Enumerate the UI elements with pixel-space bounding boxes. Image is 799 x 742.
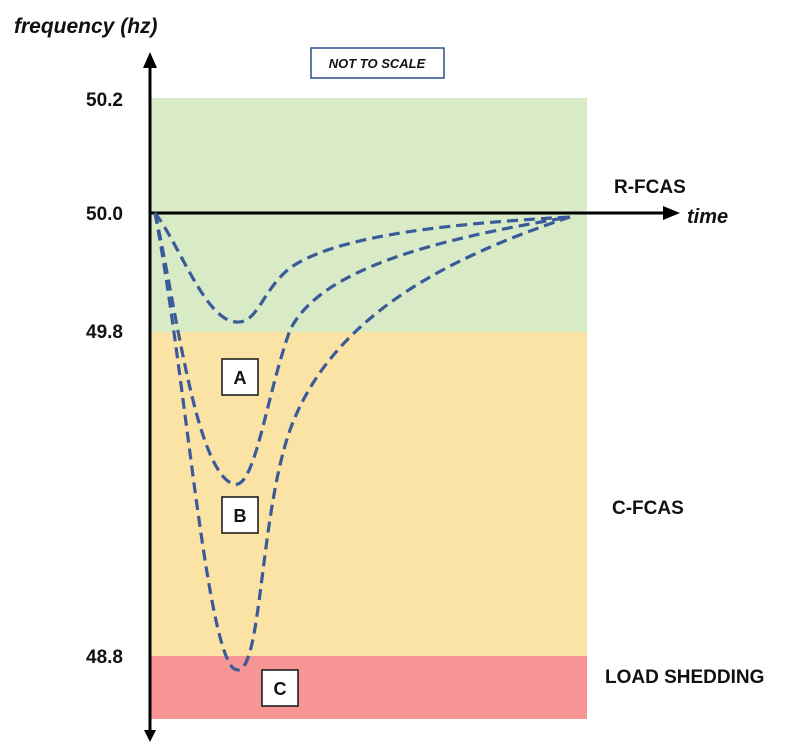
x-axis: [150, 206, 680, 220]
curve-label-b-box: B: [221, 496, 259, 534]
x-axis-label: time: [687, 206, 728, 228]
zone-label-load-shedding: LOAD SHEDDING: [605, 667, 764, 688]
zone-band-load-shedding: [150, 656, 587, 719]
curve-label-a: A: [234, 368, 247, 388]
tick-label-50-2: 50.2: [86, 90, 123, 111]
zone-label-r-fcas: R-FCAS: [614, 177, 686, 198]
tick-label-48-8: 48.8: [86, 647, 123, 668]
curve-label-c-box: C: [261, 669, 299, 707]
y-axis-label: frequency (hz): [14, 15, 158, 38]
x-axis-arrow: [663, 206, 680, 220]
tick-label-50-0: 50.0: [86, 204, 123, 225]
curve-c: [153, 212, 571, 672]
curve-label-a-box: A: [221, 358, 259, 396]
zone-band-c-fcas: [150, 332, 587, 656]
tick-label-49-8: 49.8: [86, 322, 123, 343]
not-to-scale-text: NOT TO SCALE: [329, 56, 426, 71]
curve-b: [153, 212, 571, 486]
zone-band-r-fcas: [150, 98, 587, 332]
y-axis: [143, 52, 157, 742]
y-axis-arrow-up: [143, 52, 157, 68]
y-axis-arrow-down: [144, 730, 156, 742]
zone-label-c-fcas: C-FCAS: [612, 498, 684, 519]
curve-label-b: B: [234, 506, 247, 526]
curve-a: [153, 212, 571, 324]
not-to-scale-note: NOT TO SCALE: [310, 47, 445, 79]
curve-label-c: C: [274, 679, 287, 699]
